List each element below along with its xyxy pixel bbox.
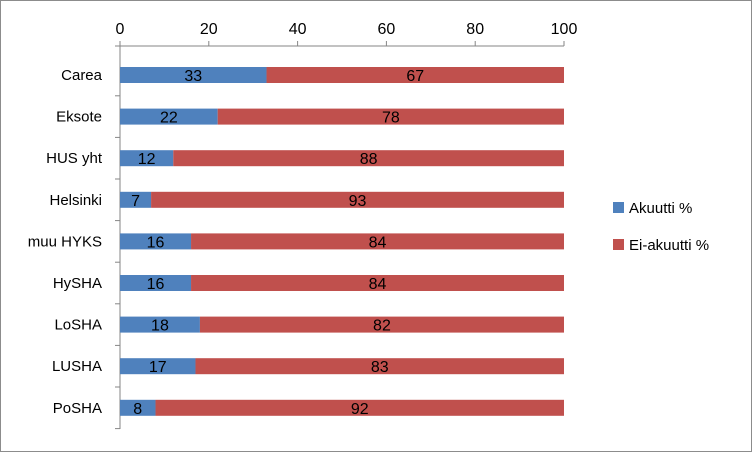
bar-ei-akuutti [195,358,565,375]
y-tick-label: Helsinki [49,192,102,209]
bar-ei-akuutti [155,399,564,416]
x-tick-label: 0 [116,21,125,38]
bar-ei-akuutti [191,275,565,291]
legend-label: Akuutti % [629,200,692,217]
data-label: 84 [369,276,387,293]
x-tick-label: 60 [378,21,396,38]
data-label: 88 [360,151,378,168]
bar-ei-akuutti [173,150,564,167]
data-label: 82 [373,318,391,335]
bar-ei-akuutti [191,233,565,250]
data-label: 92 [351,401,369,418]
bars: 33 67 22 78 12 88 7 93 16 84 16 84 18 82 17 83 8 92 [120,67,565,418]
data-label: 17 [149,359,167,376]
y-tick-label: LoSHA [54,317,102,334]
data-label: 22 [160,110,178,127]
data-label: 78 [382,110,400,127]
bar-ei-akuutti [217,108,564,125]
bar-akuutti [120,233,192,250]
data-label: 18 [151,318,169,335]
bar-akuutti [120,316,200,333]
bar-akuutti [120,191,152,208]
y-tick-label: HySHA [53,275,102,292]
y-tick-label: LUSHA [52,358,102,375]
x-tick-label: 20 [200,21,218,38]
y-tick-label: muu HYKS [28,233,102,250]
data-label: 16 [147,276,165,293]
bar-akuutti [120,358,196,375]
data-label: 33 [184,68,202,85]
data-label: 93 [349,193,367,210]
y-tick-label: HUS yht [46,150,103,167]
data-label: 7 [131,193,140,210]
x-tick-label: 80 [466,21,484,38]
legend-swatch [613,239,624,250]
bar-akuutti [120,150,174,167]
legend: Akuutti % Ei-akuutti % [613,200,709,254]
data-label: 83 [371,359,389,376]
data-label: 84 [369,234,387,251]
data-label: 12 [138,151,156,168]
bar-akuutti [120,275,192,291]
y-tick-label: PoSHA [53,400,102,417]
legend-swatch [613,202,624,213]
bar-ei-akuutti [199,316,565,333]
axes: 0 20 40 60 80 100 Carea Eksote HUS yht Helsinki mu… [28,21,578,430]
x-tick-label: 100 [551,21,578,38]
bar-ei-akuutti [151,191,564,208]
data-label: 8 [133,401,142,418]
legend-label: Ei-akuutti % [629,237,709,254]
x-tick-label: 40 [289,21,307,38]
y-tick-label: Eksote [56,109,102,126]
bar-akuutti [120,108,218,125]
bar-akuutti [120,399,156,416]
bar-ei-akuutti [266,67,564,83]
data-label: 67 [406,68,424,85]
data-label: 16 [147,234,165,251]
y-tick-label: Carea [61,67,103,84]
bar-akuutti [120,67,267,83]
